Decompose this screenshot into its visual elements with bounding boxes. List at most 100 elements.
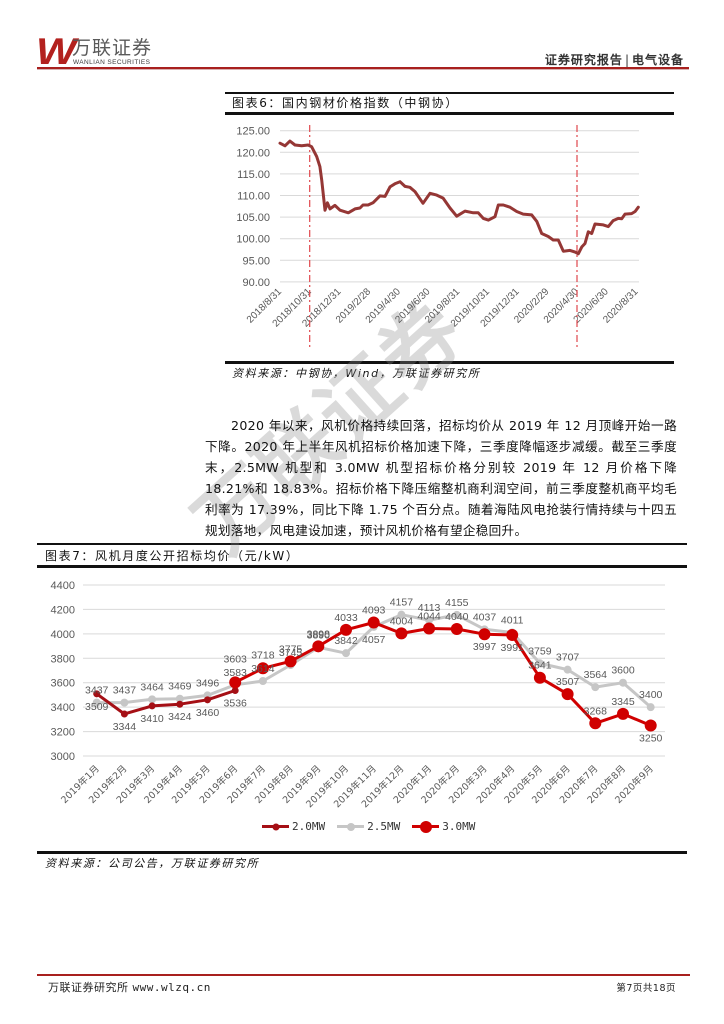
data-point-marker[interactable] xyxy=(533,671,546,684)
y-axis-tick-label: 115.00 xyxy=(237,169,270,181)
data-point-marker[interactable] xyxy=(423,622,436,635)
y-axis-tick-label: 125.00 xyxy=(236,126,270,138)
data-label: 3991 xyxy=(501,642,525,654)
data-point-marker[interactable] xyxy=(535,659,544,668)
data-label: 3600 xyxy=(611,665,635,677)
data-label: 3400 xyxy=(639,689,663,701)
legend-item-2mw[interactable]: 2.0MW xyxy=(262,820,325,833)
legend-label: 2.5MW xyxy=(367,820,401,833)
legend-item-3mw[interactable]: 3.0MW xyxy=(412,820,475,833)
data-label: 3583 xyxy=(224,667,248,679)
header-rule-shadow xyxy=(37,69,689,70)
data-label: 4157 xyxy=(390,597,414,609)
series-line-2.0MW xyxy=(95,689,236,716)
data-label: 3437 xyxy=(85,685,109,697)
data-point-marker[interactable] xyxy=(340,623,352,636)
data-label: 4113 xyxy=(418,602,441,614)
footer-website-link[interactable]: www.wlzq.cn xyxy=(132,981,211,994)
figure6-title-rule xyxy=(225,112,674,115)
data-label: 4093 xyxy=(362,605,386,617)
data-point-marker[interactable] xyxy=(120,698,129,707)
data-label: 3842 xyxy=(334,635,358,647)
data-label: 3898 xyxy=(307,628,331,640)
data-label: 3345 xyxy=(611,696,635,708)
data-point-marker[interactable] xyxy=(256,662,269,675)
y-axis-tick-label: 3600 xyxy=(51,678,75,690)
data-point-marker[interactable] xyxy=(425,616,434,625)
report-category: 证券研究报告 | 电气设备 xyxy=(545,51,684,68)
y-axis-tick-label: 110.00 xyxy=(237,191,270,203)
data-point-marker[interactable] xyxy=(312,640,325,653)
y-axis-tick-label: 3400 xyxy=(51,702,75,714)
data-label: 3603 xyxy=(224,653,248,665)
data-label: 3641 xyxy=(528,660,552,672)
data-point-marker[interactable] xyxy=(506,628,519,641)
figure7-legend: 2.0MW 2.5MW 3.0MW xyxy=(262,820,475,833)
data-point-marker[interactable] xyxy=(452,610,461,619)
data-label: 3509 xyxy=(85,701,109,713)
y-axis-tick-label: 105.00 xyxy=(236,212,270,224)
data-label: 3460 xyxy=(196,707,220,719)
y-axis-tick-label: 4400 xyxy=(51,580,75,592)
figure7-title: 图表7：风机月度公开招标均价（元/kW） xyxy=(45,549,300,563)
legend-label: 2.0MW xyxy=(292,820,326,833)
data-label: 4004 xyxy=(390,615,414,627)
y-axis-tick-label: 4000 xyxy=(51,629,75,641)
data-label: 3745 xyxy=(279,647,303,659)
figure6-bottom-rule xyxy=(225,361,674,364)
data-label: 3707 xyxy=(556,652,580,664)
data-point-marker[interactable] xyxy=(395,627,408,640)
data-point-marker[interactable] xyxy=(563,665,572,674)
data-point-marker[interactable] xyxy=(561,688,574,701)
data-point-marker[interactable] xyxy=(589,717,602,730)
steel-price-index-chart: 90.00 95.00 100.00 105.00 110.00 115.00 120.00… xyxy=(236,125,641,350)
data-label: 4011 xyxy=(501,615,524,627)
data-point-marker[interactable] xyxy=(450,622,463,635)
data-point-marker[interactable] xyxy=(284,655,297,668)
data-label: 4037 xyxy=(473,611,497,623)
data-point-marker[interactable] xyxy=(342,649,350,658)
data-point-marker[interactable] xyxy=(397,610,406,619)
data-point-marker[interactable] xyxy=(204,696,211,704)
series-line-3.0MW xyxy=(234,621,652,727)
data-label: 4040 xyxy=(445,611,469,623)
data-point-marker[interactable] xyxy=(229,676,242,689)
legend-item-2-5mw[interactable]: 2.5MW xyxy=(337,820,400,833)
data-label: 3344 xyxy=(113,721,137,733)
data-point-marker[interactable] xyxy=(148,702,156,710)
data-point-marker[interactable] xyxy=(591,683,600,692)
header-divider: | xyxy=(624,53,630,67)
data-point-marker[interactable] xyxy=(175,694,184,703)
data-point-marker[interactable] xyxy=(176,700,184,708)
data-point-marker[interactable] xyxy=(617,707,629,720)
data-label: 3564 xyxy=(584,669,608,681)
legend-label: 3.0MW xyxy=(442,820,476,833)
figure6-title: 图表6：国内钢材价格指数（中钢协） xyxy=(232,96,459,110)
data-label: 3536 xyxy=(224,698,248,710)
report-type: 证券研究报告 xyxy=(544,53,623,67)
figure6-top-rule xyxy=(225,92,674,94)
sector-label: 电气设备 xyxy=(631,53,684,67)
y-axis-tick-label: 4200 xyxy=(51,604,75,616)
data-point-marker[interactable] xyxy=(258,677,267,686)
y-axis-tick-label: 3000 xyxy=(51,751,75,763)
y-axis-tick-label: 3200 xyxy=(51,727,75,739)
y-axis-tick-label: 95.00 xyxy=(242,255,270,267)
data-label: 3250 xyxy=(639,732,663,744)
data-point-marker[interactable] xyxy=(478,628,491,641)
data-point-marker[interactable] xyxy=(644,719,657,732)
data-point-marker[interactable] xyxy=(619,678,627,687)
data-label: 4057 xyxy=(362,634,386,646)
data-label: 4033 xyxy=(334,612,358,624)
data-point-marker[interactable] xyxy=(92,698,101,707)
data-point-marker[interactable] xyxy=(367,616,380,629)
data-point-marker[interactable] xyxy=(93,690,101,698)
data-label: 3496 xyxy=(196,677,220,689)
data-point-marker[interactable] xyxy=(231,687,239,695)
y-axis-tick-label: 120.00 xyxy=(236,147,270,159)
data-point-marker[interactable] xyxy=(646,703,655,712)
data-point-marker[interactable] xyxy=(148,695,157,704)
data-point-marker[interactable] xyxy=(120,710,128,718)
footer-org: 万联证券研究所 www.wlzq.cn xyxy=(48,979,211,995)
brand-logo-w-icon: W xyxy=(36,31,76,72)
